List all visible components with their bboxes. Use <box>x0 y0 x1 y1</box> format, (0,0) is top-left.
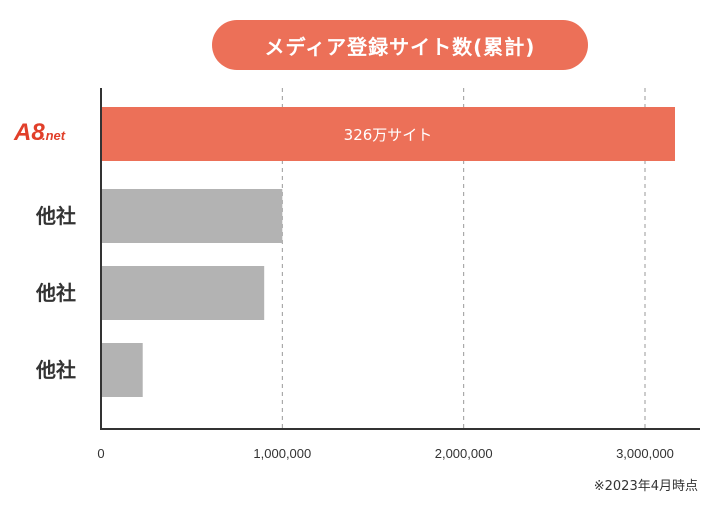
bar-competitor <box>101 343 143 397</box>
x-tick-label: 2,000,000 <box>435 446 493 461</box>
a8net-logo: A8.net <box>13 119 66 146</box>
bar-competitor <box>101 189 283 243</box>
x-axis-ticks: 0 1,000,000 2,000,000 3,000,000 <box>97 446 674 461</box>
logo-net-text: .net <box>42 128 66 143</box>
footnote: ※2023年4月時点 <box>593 479 698 494</box>
bar-a8net <box>101 107 675 161</box>
chart-title-text: メディア登録サイト数(累計) <box>264 34 536 59</box>
logo-a8-text: A8 <box>13 119 45 146</box>
x-tick-label: 0 <box>97 446 104 461</box>
chart-title: メディア登録サイト数(累計) <box>212 20 588 70</box>
category-label: 他社 <box>35 204 76 228</box>
category-label: 他社 <box>35 358 76 382</box>
category-label: 他社 <box>35 281 76 305</box>
bars: 326万サイト <box>101 107 675 397</box>
bar-competitor <box>101 266 265 320</box>
x-tick-label: 1,000,000 <box>253 446 311 461</box>
bar-data-label: 326万サイト <box>344 126 433 144</box>
x-tick-label: 3,000,000 <box>616 446 674 461</box>
